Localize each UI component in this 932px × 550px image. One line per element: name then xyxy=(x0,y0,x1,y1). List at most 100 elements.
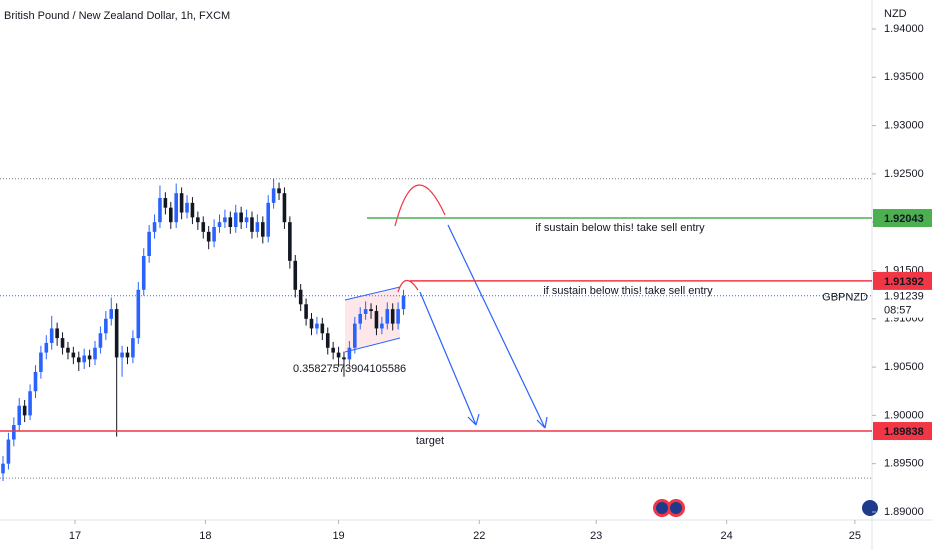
candle-body xyxy=(179,193,184,213)
candle-body xyxy=(66,347,70,353)
price-label: 1.91239 xyxy=(884,291,924,303)
candle-body xyxy=(342,357,346,360)
y-tick-label: 1.94000 xyxy=(884,23,924,35)
candle-body xyxy=(266,202,271,237)
candle-body xyxy=(212,227,216,242)
x-tick-label: 18 xyxy=(199,530,211,542)
candle-body xyxy=(136,289,141,339)
x-tick-label: 22 xyxy=(473,530,485,542)
symbol-label: GBPNZD xyxy=(822,292,868,304)
candle-body xyxy=(304,304,308,319)
candle-body xyxy=(98,333,103,348)
channel-line xyxy=(344,286,401,301)
candle-body xyxy=(104,318,108,334)
candle-body xyxy=(82,355,86,363)
candle-body xyxy=(33,371,38,392)
candle-body xyxy=(109,309,114,319)
channel-fill xyxy=(345,287,400,352)
currency-label: NZD xyxy=(884,8,907,20)
candle-body xyxy=(320,323,325,334)
candle-body xyxy=(363,309,368,314)
candle-body xyxy=(347,347,352,360)
candle-body xyxy=(223,217,227,223)
candle-body xyxy=(190,202,195,218)
candle-body xyxy=(168,207,173,223)
candle-body xyxy=(385,309,390,324)
arc xyxy=(397,279,419,293)
candle-body xyxy=(152,222,157,232)
candle-body xyxy=(353,323,357,348)
arc xyxy=(394,184,446,227)
candle-body xyxy=(228,217,233,228)
candle-body xyxy=(260,222,265,237)
candle-body xyxy=(71,352,76,358)
x-tick-label: 19 xyxy=(332,530,344,542)
candle-body xyxy=(1,463,5,474)
candle-body xyxy=(374,311,379,329)
candle-body xyxy=(39,352,43,372)
countdown: 08:57 xyxy=(884,305,912,317)
level-text: if sustain below this! take sell entry xyxy=(543,285,713,297)
flag-icon xyxy=(862,500,878,516)
level-text: target xyxy=(416,435,444,447)
candle-body xyxy=(239,212,243,223)
candle-body xyxy=(396,309,400,324)
candle-body xyxy=(331,347,335,353)
candle-body xyxy=(390,309,395,324)
level-price: 1.92043 xyxy=(884,213,924,225)
level-price: 1.89838 xyxy=(884,426,924,438)
candle-body xyxy=(141,255,146,290)
candle-body xyxy=(380,323,384,329)
candle-body xyxy=(255,222,260,232)
annotation: 0.35827573904105586 xyxy=(293,363,406,375)
candle-body xyxy=(55,328,59,339)
y-tick-label: 1.92500 xyxy=(884,168,924,180)
candle-body xyxy=(120,352,124,358)
candle-body xyxy=(93,347,97,360)
arrow xyxy=(447,224,548,429)
y-tick-label: 1.89500 xyxy=(884,458,924,470)
candle-body xyxy=(271,188,276,203)
candle-body xyxy=(76,357,81,363)
candle-body xyxy=(12,425,16,440)
x-tick-label: 24 xyxy=(721,530,733,542)
candle-body xyxy=(325,333,330,348)
candle-body xyxy=(44,342,49,353)
flag-icon xyxy=(653,499,685,517)
y-tick-label: 1.90500 xyxy=(884,361,924,373)
candle-body xyxy=(147,231,151,256)
candle-body xyxy=(196,217,200,223)
candle-body xyxy=(158,198,162,223)
y-tick-label: 1.93000 xyxy=(884,119,924,131)
candle-body xyxy=(250,217,254,232)
candle-body xyxy=(17,405,22,426)
price-label-bg xyxy=(873,287,932,318)
y-tick-label: 1.93500 xyxy=(884,71,924,83)
channel-line xyxy=(344,337,401,353)
level-price: 1.91392 xyxy=(884,276,924,288)
candle-body xyxy=(244,217,249,223)
candle-body xyxy=(315,323,319,329)
candle-body xyxy=(60,338,65,348)
x-tick-label: 17 xyxy=(69,530,81,542)
y-tick-label: 1.90000 xyxy=(884,409,924,421)
candle-body xyxy=(87,355,92,360)
candle-body xyxy=(401,295,406,310)
candle-body xyxy=(309,318,314,329)
candle-body xyxy=(185,202,189,213)
candle-body xyxy=(293,260,298,290)
arrow xyxy=(419,291,480,426)
candle-body xyxy=(174,193,179,223)
x-tick-label: 23 xyxy=(590,530,602,542)
candle-body xyxy=(369,309,373,312)
candle-body xyxy=(282,193,287,223)
x-tick-label: 25 xyxy=(849,530,861,542)
candle-body xyxy=(28,391,32,416)
chart-title: British Pound / New Zealand Dollar, 1h, … xyxy=(4,10,230,22)
candle-body xyxy=(22,405,27,416)
candle-body xyxy=(298,289,303,305)
candle-body xyxy=(6,439,11,464)
candle-body xyxy=(288,222,292,261)
